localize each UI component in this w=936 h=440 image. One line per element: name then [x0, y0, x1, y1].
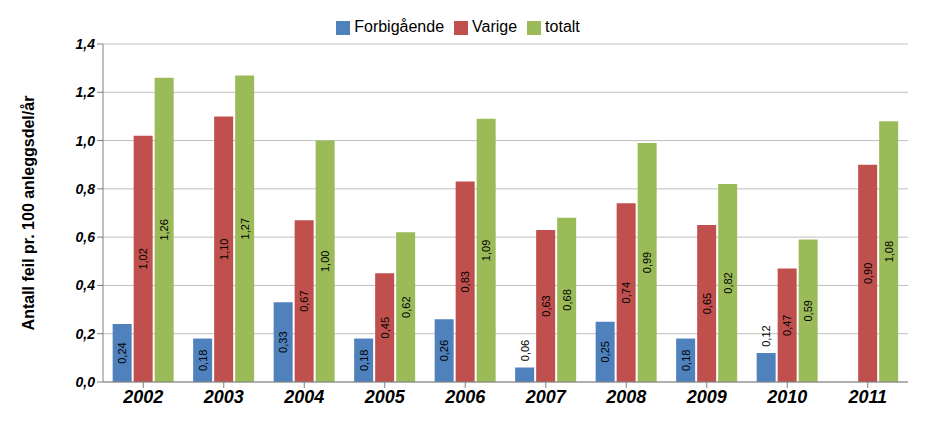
- svg-text:1,08: 1,08: [883, 241, 895, 262]
- svg-text:0,99: 0,99: [641, 252, 653, 273]
- svg-text:2003: 2003: [203, 387, 244, 407]
- svg-text:1,02: 1,02: [137, 248, 149, 269]
- svg-text:2006: 2006: [444, 387, 486, 407]
- svg-text:0,65: 0,65: [701, 293, 713, 314]
- svg-text:0,26: 0,26: [438, 340, 450, 361]
- svg-text:1,27: 1,27: [239, 218, 251, 239]
- svg-text:Antall feil pr. 100 anleggsdel: Antall feil pr. 100 anleggsdel/år: [20, 96, 37, 331]
- svg-text:0,6: 0,6: [76, 229, 96, 245]
- svg-text:0,59: 0,59: [802, 300, 814, 321]
- svg-text:0,74: 0,74: [620, 282, 632, 303]
- svg-text:1,0: 1,0: [76, 133, 96, 149]
- svg-text:0,90: 0,90: [862, 263, 874, 284]
- svg-text:1,2: 1,2: [76, 84, 96, 100]
- svg-text:2002: 2002: [122, 387, 163, 407]
- html-text:Varige: Varige: [472, 18, 518, 35]
- svg-text:1,10: 1,10: [218, 239, 230, 260]
- svg-text:0,8: 0,8: [76, 181, 96, 197]
- svg-text:0,2: 0,2: [76, 326, 96, 342]
- svg-text:2011: 2011: [847, 387, 887, 407]
- svg-text:0,47: 0,47: [781, 315, 793, 336]
- html-text:totalt: totalt: [545, 18, 580, 35]
- svg-text:0,25: 0,25: [599, 341, 611, 362]
- svg-text:2007: 2007: [525, 387, 567, 407]
- html-text:Forbigående: Forbigående: [354, 18, 444, 35]
- svg-text:0,0: 0,0: [76, 374, 96, 390]
- svg-text:0,45: 0,45: [379, 317, 391, 338]
- svg-text:0,4: 0,4: [76, 277, 96, 293]
- svg-text:2008: 2008: [605, 387, 646, 407]
- svg-text:1,26: 1,26: [158, 219, 170, 240]
- svg-text:0,68: 0,68: [561, 289, 573, 310]
- svg-text:2005: 2005: [364, 387, 406, 407]
- svg-text:0,12: 0,12: [760, 325, 772, 346]
- svg-text:2004: 2004: [283, 387, 324, 407]
- svg-text:0,67: 0,67: [298, 290, 310, 311]
- svg-text:0,82: 0,82: [722, 272, 734, 293]
- svg-text:1,4: 1,4: [76, 36, 96, 52]
- svg-text:0,83: 0,83: [459, 271, 471, 292]
- svg-text:1,09: 1,09: [480, 240, 492, 261]
- svg-text:1,00: 1,00: [319, 251, 331, 272]
- svg-text:0,24: 0,24: [116, 342, 128, 363]
- svg-text:0,18: 0,18: [197, 350, 209, 371]
- svg-text:0,18: 0,18: [358, 350, 370, 371]
- svg-text:0,06: 0,06: [519, 340, 531, 361]
- svg-text:0,62: 0,62: [400, 296, 412, 317]
- svg-text:0,33: 0,33: [277, 331, 289, 352]
- svg-text:0,63: 0,63: [540, 295, 552, 316]
- svg-text:0,18: 0,18: [680, 350, 692, 371]
- svg-text:2009: 2009: [686, 387, 727, 407]
- svg-text:2010: 2010: [766, 387, 807, 407]
